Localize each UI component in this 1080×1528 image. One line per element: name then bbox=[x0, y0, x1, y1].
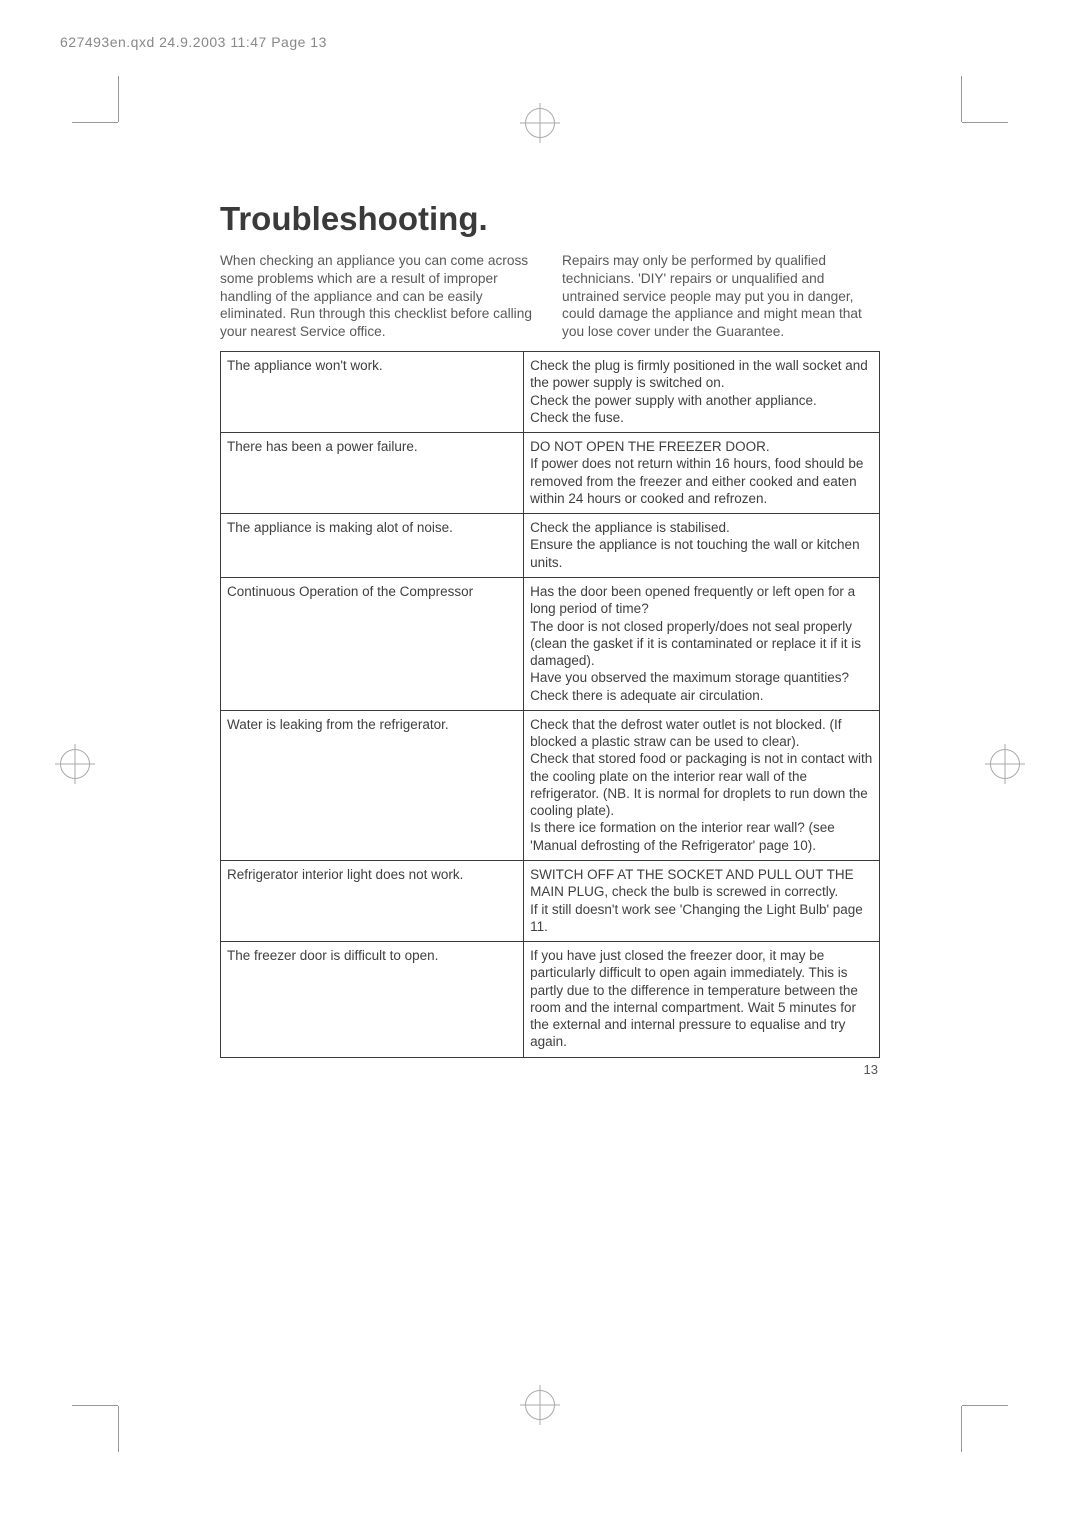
registration-mark bbox=[525, 108, 555, 138]
table-row: Continuous Operation of the CompressorHa… bbox=[221, 577, 880, 710]
crop-mark bbox=[961, 1406, 962, 1452]
page-number: 13 bbox=[220, 1062, 880, 1077]
crop-mark bbox=[118, 1406, 119, 1452]
intro-right: Repairs may only be performed by qualifi… bbox=[562, 252, 880, 341]
problem-cell: The appliance is making alot of noise. bbox=[221, 514, 524, 578]
troubleshooting-table: The appliance won't work.Check the plug … bbox=[220, 351, 880, 1058]
table-row: Refrigerator interior light does not wor… bbox=[221, 860, 880, 941]
solution-cell: Check the plug is firmly positioned in t… bbox=[524, 352, 880, 433]
problem-cell: Water is leaking from the refrigerator. bbox=[221, 710, 524, 860]
solution-cell: Has the door been opened frequently or l… bbox=[524, 577, 880, 710]
intro-columns: When checking an appliance you can come … bbox=[220, 252, 880, 341]
crop-mark bbox=[961, 76, 962, 122]
solution-cell: DO NOT OPEN THE FREEZER DOOR.If power do… bbox=[524, 433, 880, 514]
registration-mark bbox=[60, 749, 90, 779]
table-row: The appliance is making alot of noise.Ch… bbox=[221, 514, 880, 578]
problem-cell: There has been a power failure. bbox=[221, 433, 524, 514]
table-row: Water is leaking from the refrigerator.C… bbox=[221, 710, 880, 860]
page-title: Troubleshooting. bbox=[220, 200, 880, 238]
intro-left: When checking an appliance you can come … bbox=[220, 252, 538, 341]
problem-cell: The appliance won't work. bbox=[221, 352, 524, 433]
solution-cell: SWITCH OFF AT THE SOCKET AND PULL OUT TH… bbox=[524, 860, 880, 941]
problem-cell: The freezer door is difficult to open. bbox=[221, 942, 524, 1058]
table-row: There has been a power failure.DO NOT OP… bbox=[221, 433, 880, 514]
problem-cell: Continuous Operation of the Compressor bbox=[221, 577, 524, 710]
table-row: The freezer door is difficult to open.If… bbox=[221, 942, 880, 1058]
crop-mark bbox=[72, 122, 118, 123]
problem-cell: Refrigerator interior light does not wor… bbox=[221, 860, 524, 941]
crop-mark bbox=[72, 1405, 118, 1406]
crop-mark bbox=[962, 122, 1008, 123]
page-content: Troubleshooting. When checking an applia… bbox=[220, 200, 880, 1077]
table-row: The appliance won't work.Check the plug … bbox=[221, 352, 880, 433]
solution-cell: Check that the defrost water outlet is n… bbox=[524, 710, 880, 860]
solution-cell: Check the appliance is stabilised.Ensure… bbox=[524, 514, 880, 578]
crop-mark bbox=[118, 76, 119, 122]
crop-mark bbox=[962, 1405, 1008, 1406]
print-header: 627493en.qxd 24.9.2003 11:47 Page 13 bbox=[60, 34, 327, 50]
registration-mark bbox=[990, 749, 1020, 779]
solution-cell: If you have just closed the freezer door… bbox=[524, 942, 880, 1058]
registration-mark bbox=[525, 1390, 555, 1420]
